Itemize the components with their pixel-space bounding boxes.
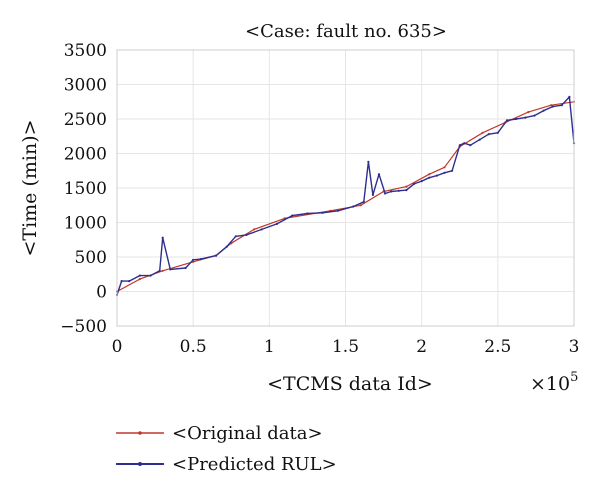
y-tick-label-6: 2500 <box>64 110 107 130</box>
x-tick-label-4: 2 <box>416 337 427 357</box>
legend-label-original: <Original data> <box>172 423 323 444</box>
series-1-point-16 <box>275 222 278 225</box>
legend: <Original data> <Predicted RUL> <box>116 423 337 475</box>
series-1-point-9 <box>192 258 195 261</box>
series-1-point-33 <box>435 174 438 177</box>
series-1-point-22 <box>362 200 365 203</box>
series-1-point-3 <box>138 274 141 277</box>
y-tick-label-5: 2000 <box>64 145 107 165</box>
x-axis-label: <TCMS data Id> <box>267 373 433 395</box>
plot-frame <box>116 49 575 327</box>
series-1-point-12 <box>225 245 228 248</box>
series-1-point-21 <box>352 205 355 208</box>
series-1-point-32 <box>428 176 431 179</box>
series-1-point-29 <box>405 189 408 192</box>
series-1-point-24 <box>371 193 374 196</box>
series-1-point-47 <box>551 105 554 108</box>
series-1-point-28 <box>397 189 400 192</box>
chart-title: <Case: fault no. 635> <box>245 21 447 42</box>
series-1-point-8 <box>184 266 187 270</box>
x-axis-ticks: 0 0.5 1 1.5 2 2.5 3 <box>112 337 580 357</box>
y-tick-label-3: 1000 <box>64 214 107 234</box>
series-0-point-9 <box>359 204 362 207</box>
x-axis-multiplier: ×105 <box>530 370 578 395</box>
series-1-point-23 <box>367 160 370 163</box>
series-1-point-7 <box>169 268 172 271</box>
x-tick-label-1: 0.5 <box>180 337 207 357</box>
series-1-point-34 <box>443 171 446 174</box>
series-0-point-17 <box>527 111 530 114</box>
x-tick-label-0: 0 <box>112 337 123 357</box>
series-1-point-46 <box>542 109 545 112</box>
series-1-point-35 <box>451 169 454 172</box>
series-1-point-11 <box>214 254 218 257</box>
series-1-point-39 <box>478 138 481 141</box>
series-1-point-45 <box>533 114 536 117</box>
series-0-point-6 <box>253 228 256 231</box>
series-1-point-37 <box>463 142 466 145</box>
series-1-point-5 <box>158 269 161 272</box>
series-1-point-42 <box>505 119 509 122</box>
y-tick-label-1: 0 <box>96 283 107 303</box>
series-1-point-38 <box>469 144 472 147</box>
y-axis-ticks: −500 0 500 1000 1500 2000 2500 3000 3500 <box>60 41 107 337</box>
series-1-point-1 <box>120 280 123 283</box>
series-0-point-1 <box>138 278 141 281</box>
series-1-point-2 <box>128 280 131 283</box>
x-tick-label-3: 1.5 <box>332 337 359 357</box>
series-1-point-31 <box>420 180 423 183</box>
series-0-point-13 <box>443 166 446 169</box>
series-1-point-4 <box>149 274 152 277</box>
series-1-point-15 <box>260 228 263 231</box>
series-1-point-27 <box>390 190 393 193</box>
series-0-point-12 <box>428 173 431 176</box>
series-1-point-40 <box>487 133 490 136</box>
series-1-point-19 <box>321 211 324 214</box>
series-1-point-41 <box>496 131 499 134</box>
legend-label-predicted: <Predicted RUL> <box>172 454 337 475</box>
y-tick-label-4: 1500 <box>64 179 107 199</box>
series-1-point-30 <box>413 182 416 185</box>
x-multiplier-exponent: 5 <box>570 370 578 385</box>
series-1-point-17 <box>291 214 294 217</box>
legend-marker-original <box>138 431 142 435</box>
x-tick-label-6: 3 <box>569 337 580 357</box>
y-tick-label-7: 3000 <box>64 76 107 96</box>
series-1-point-25 <box>377 173 381 176</box>
series-1-point-36 <box>458 144 461 147</box>
y-tick-label-8: 3500 <box>64 41 107 61</box>
series-0-point-15 <box>481 131 484 134</box>
series-1-point-14 <box>245 233 248 236</box>
legend-marker-predicted <box>138 462 142 466</box>
y-axis-label: <Time (min)> <box>19 119 41 256</box>
series-1-point-10 <box>199 258 202 261</box>
x-multiplier-base: ×10 <box>530 373 570 395</box>
series-line-0 <box>116 101 575 293</box>
legend-item-predicted: <Predicted RUL> <box>116 454 337 475</box>
legend-item-original: <Original data> <box>116 423 323 444</box>
series-1-point-49 <box>568 95 571 98</box>
series-0-point-18 <box>550 104 553 107</box>
series-1-point-18 <box>306 212 309 215</box>
series-1-point-20 <box>336 209 339 212</box>
series-1-point-43 <box>515 117 518 121</box>
series-1-point-44 <box>524 116 527 119</box>
series-1-point-6 <box>161 236 164 239</box>
series-0-point-2 <box>161 269 164 272</box>
series-1-point-26 <box>384 192 387 195</box>
series-1-point-48 <box>560 104 563 107</box>
y-tick-label-0: −500 <box>60 317 107 337</box>
y-tick-label-2: 500 <box>75 248 107 268</box>
series-1-point-13 <box>234 235 237 238</box>
series-0-point-11 <box>405 185 408 188</box>
x-tick-label-2: 1 <box>264 337 275 357</box>
x-tick-label-5: 2.5 <box>484 337 511 357</box>
